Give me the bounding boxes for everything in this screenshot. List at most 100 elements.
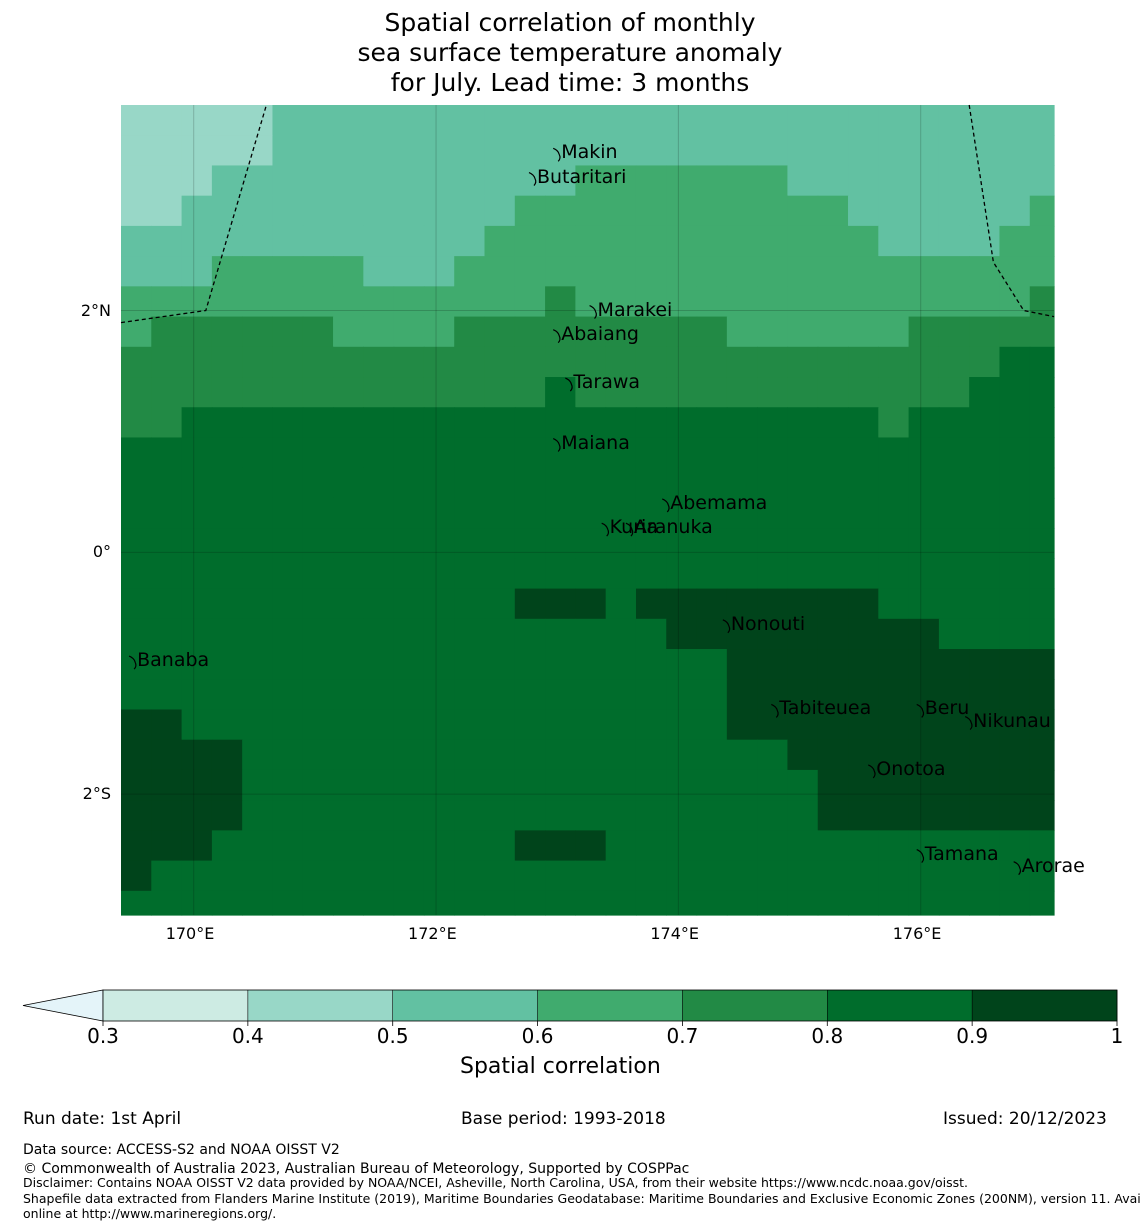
- heatmap-cell: [302, 346, 334, 378]
- heatmap-cell: [363, 497, 395, 529]
- heatmap-cell: [272, 558, 304, 590]
- heatmap-cell: [575, 769, 607, 801]
- heatmap-cell: [666, 195, 698, 227]
- heatmap-cell: [605, 860, 637, 892]
- heatmap-cell: [242, 709, 274, 741]
- heatmap-cell: [454, 618, 486, 650]
- heatmap-cell: [969, 739, 1001, 771]
- heatmap-cell: [999, 407, 1031, 439]
- heatmap-cell: [817, 225, 849, 257]
- heatmap-cell: [787, 618, 819, 650]
- heatmap-cell: [121, 407, 152, 439]
- heatmap-cell: [393, 800, 425, 831]
- heatmap-cell: [1029, 256, 1055, 287]
- heatmap-cell: [666, 860, 698, 892]
- heatmap-cell: [848, 890, 879, 916]
- heatmap-cell: [484, 769, 516, 801]
- heatmap-cell: [333, 195, 364, 227]
- heatmap-cell: [484, 679, 516, 711]
- heatmap-cell: [272, 679, 304, 711]
- heatmap-cell: [908, 316, 940, 348]
- heatmap-cell: [635, 437, 667, 469]
- heatmap-cell: [181, 558, 213, 590]
- heatmap-cell: [878, 105, 910, 136]
- heatmap-cell: [121, 105, 152, 136]
- heatmap-cell: [423, 830, 455, 862]
- heatmap-cell: [454, 679, 486, 711]
- heatmap-cell: [242, 618, 274, 650]
- heatmap-cell: [605, 709, 637, 741]
- heatmap-cell: [908, 588, 940, 620]
- heatmap-cell: [363, 467, 395, 499]
- heatmap-cell: [726, 105, 758, 136]
- heatmap-cell: [938, 377, 970, 408]
- heatmap-cell: [302, 739, 334, 771]
- heatmap-cell: [423, 437, 455, 469]
- heatmap-cell: [454, 286, 486, 318]
- heatmap-cell: [393, 316, 425, 348]
- heatmap-cell: [999, 256, 1031, 287]
- heatmap-cell: [333, 467, 364, 499]
- heatmap-cell: [484, 618, 516, 650]
- heatmap-cell: [514, 618, 546, 650]
- heatmap-cell: [605, 739, 637, 771]
- heatmap-cell: [272, 830, 304, 862]
- island-outline: [589, 304, 597, 319]
- heatmap-cell: [454, 709, 486, 741]
- shapefile-credit-1: Shapefile data extracted from Flanders M…: [23, 1191, 1140, 1206]
- graticule: [121, 105, 1054, 915]
- heatmap-cell: [272, 437, 304, 469]
- heatmap-cell: [181, 225, 213, 257]
- heatmap-cell: [121, 558, 152, 590]
- heatmap-cell: [333, 165, 364, 197]
- heatmap-cell: [423, 769, 455, 801]
- heatmap-cell: [363, 346, 395, 378]
- heatmap-cell: [242, 860, 274, 892]
- heatmap-cell: [908, 346, 940, 378]
- heatmap-cell: [726, 467, 758, 499]
- heatmap-cell: [787, 135, 819, 167]
- colorbar-title: Spatial correlation: [460, 1054, 661, 1079]
- heatmap-cell: [545, 649, 576, 680]
- heatmap-cell: [1029, 165, 1055, 197]
- heatmap-cell: [151, 467, 183, 499]
- heatmap-cell: [575, 437, 607, 469]
- heatmap-cell: [575, 618, 607, 650]
- heatmap-cell: [635, 467, 667, 499]
- heatmap-cell: [1029, 316, 1055, 348]
- heatmap-cell: [514, 225, 546, 257]
- heatmap-cell: [423, 407, 455, 439]
- heatmap-cell: [878, 195, 910, 227]
- heatmap-cell: [635, 739, 667, 771]
- heatmap-cell: [938, 467, 970, 499]
- heatmap-cell: [969, 377, 1001, 408]
- heatmap-cell: [121, 769, 152, 801]
- heatmap-cell: [757, 225, 789, 257]
- heatmap-cell: [848, 105, 879, 136]
- heatmap-cell: [484, 105, 516, 136]
- heatmap-cell: [938, 769, 970, 801]
- heatmap-cell: [605, 800, 637, 831]
- heatmap-cell: [908, 165, 940, 197]
- island-label: Nikunau: [973, 709, 1051, 732]
- heatmap-cell: [817, 528, 849, 559]
- title-line-1: Spatial correlation of monthly: [384, 8, 756, 37]
- heatmap-cell: [878, 769, 910, 801]
- heatmap-cell: [211, 316, 243, 348]
- heatmap-cell: [151, 165, 183, 197]
- heatmap-cell: [484, 709, 516, 741]
- heatmap-cell: [393, 407, 425, 439]
- heatmap-cell: [969, 890, 1001, 916]
- heatmap-cell: [151, 346, 183, 378]
- heatmap-cell: [484, 588, 516, 620]
- heatmap-cell: [575, 558, 607, 590]
- heatmap-cell: [333, 769, 364, 801]
- heatmap-cell: [635, 558, 667, 590]
- heatmap-cell: [211, 256, 243, 287]
- heatmap-cell: [333, 346, 364, 378]
- heatmap-cell: [605, 286, 637, 318]
- heatmap-cell: [787, 679, 819, 711]
- island-label: Tarawa: [573, 371, 641, 394]
- heatmap-cell: [757, 256, 789, 287]
